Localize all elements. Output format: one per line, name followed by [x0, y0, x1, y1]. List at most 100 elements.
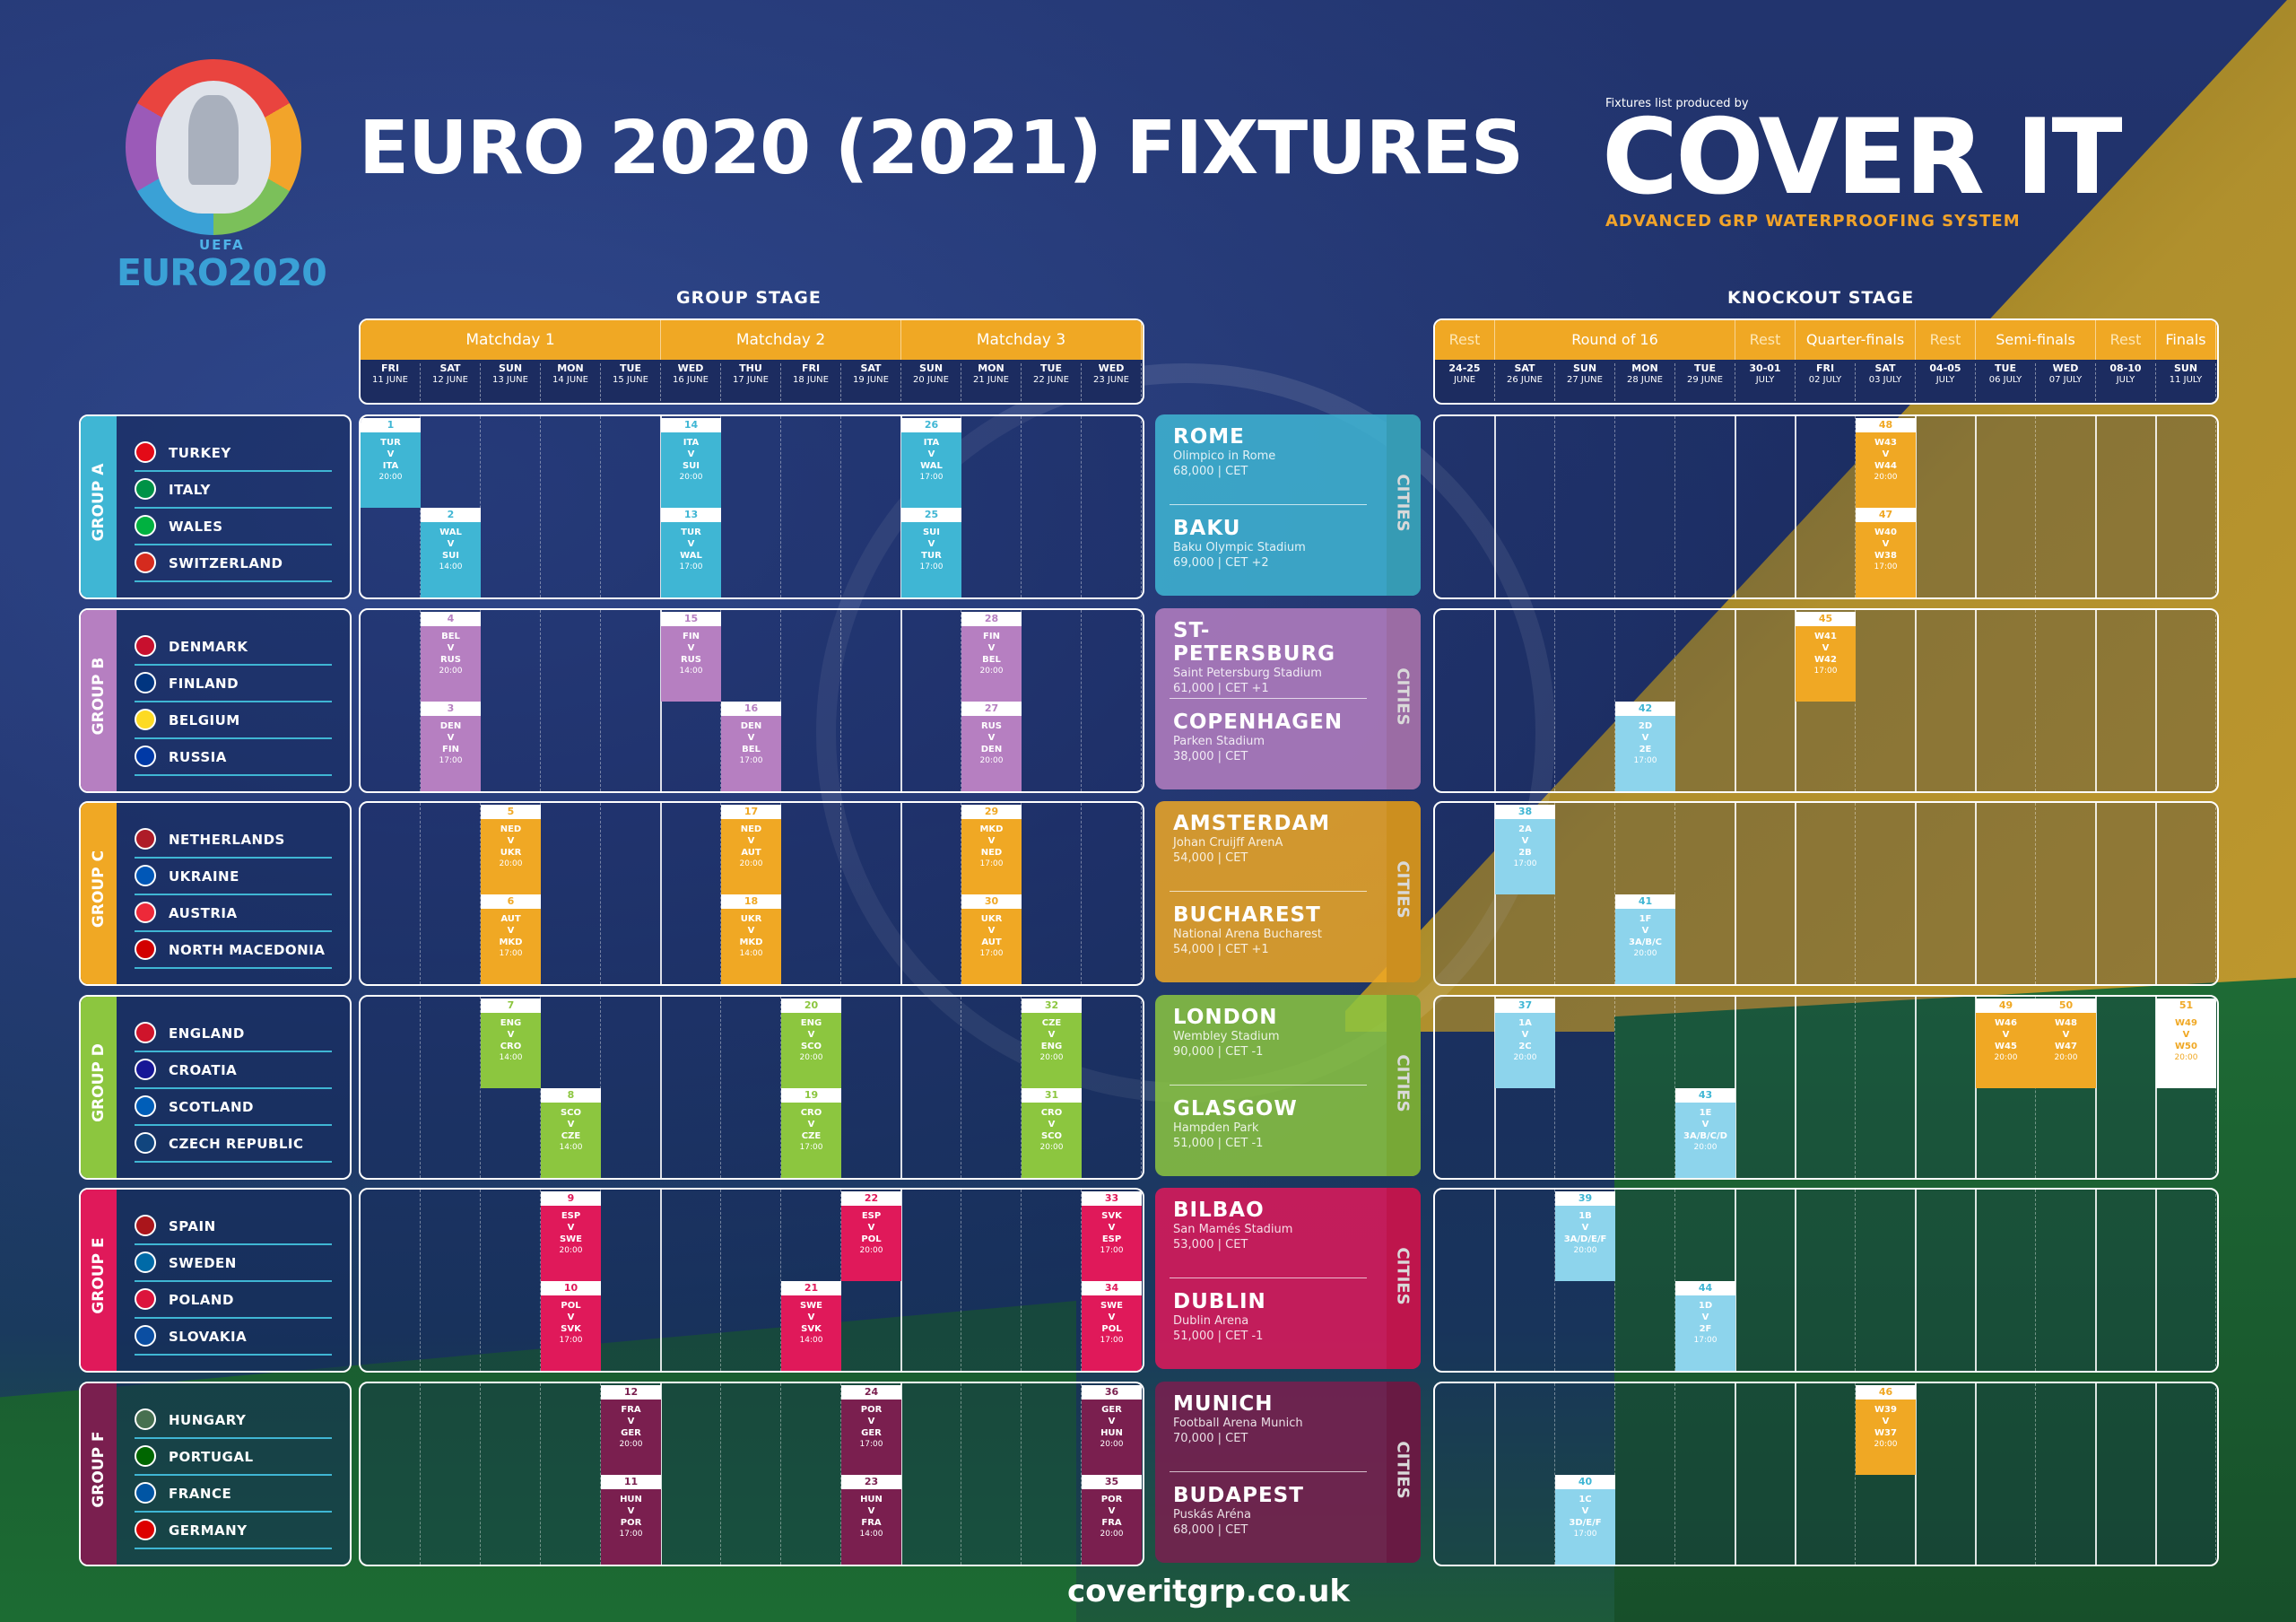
match-card[interactable]: 32 CZE V ENG 20:00	[1022, 998, 1082, 1088]
team-b: WAL	[920, 461, 943, 471]
match-card[interactable]: 19 CRO V CZE 17:00	[781, 1088, 841, 1178]
day-name: MON	[978, 362, 1004, 374]
match-card[interactable]: 31 CRO V SCO 20:00	[1022, 1088, 1082, 1178]
match-card[interactable]: 35 POR V FRA 20:00	[1082, 1475, 1142, 1565]
match-card[interactable]: 40 1C V 3D/E/F 17:00	[1555, 1475, 1615, 1565]
grid-column	[2096, 997, 2157, 1178]
kickoff-time: 20:00	[799, 1053, 823, 1062]
kickoff-time: 20:00	[1874, 1440, 1898, 1449]
flag-icon	[135, 635, 156, 657]
match-card[interactable]: 39 1B V 3A/D/E/F 20:00	[1555, 1191, 1615, 1281]
grid-column	[1796, 1383, 1856, 1565]
match-card[interactable]: 46 W39 V W37 20:00	[1856, 1385, 1916, 1475]
round-label: Rest	[1735, 320, 1796, 360]
match-card[interactable]: 33 SVK V ESP 17:00	[1082, 1191, 1142, 1281]
day-label: SAT 26 JUNE	[1495, 362, 1555, 401]
match-card[interactable]: 50 W48 V W47 20:00	[2036, 998, 2096, 1088]
day-name: FRI	[380, 362, 400, 374]
match-card[interactable]: 1 TUR V ITA 20:00	[361, 418, 421, 508]
match-body: NED V UKR 20:00	[481, 819, 541, 894]
match-card[interactable]: 8 SCO V CZE 14:00	[541, 1088, 601, 1178]
match-card[interactable]: 20 ENG V SCO 20:00	[781, 998, 841, 1088]
match-card[interactable]: 15 FIN V RUS 14:00	[661, 612, 721, 702]
team-a: CRO	[1040, 1108, 1063, 1118]
versus: V	[687, 539, 695, 549]
day-label: SAT 03 JULY	[1856, 362, 1916, 401]
match-number: 5	[481, 805, 541, 819]
sponsor-logo: COVER IT	[1602, 97, 2123, 218]
match-card[interactable]: 48 W43 V W44 20:00	[1856, 418, 1916, 508]
match-card[interactable]: 42 2D V 2E 17:00	[1615, 702, 1675, 791]
match-card[interactable]: 49 W46 V W45 20:00	[1976, 998, 2036, 1088]
team-a: W48	[2055, 1018, 2077, 1028]
group-panel: GROUP B DENMARK FINLAND BELGIUM RUSSIA	[79, 608, 352, 793]
match-card[interactable]: 44 1D V 2F 17:00	[1675, 1281, 1735, 1371]
day-date: 18 JUNE	[793, 374, 829, 385]
kickoff-time: 20:00	[859, 1246, 883, 1255]
match-body: SWE V POL 17:00	[1082, 1295, 1142, 1371]
match-card[interactable]: 16 DEN V BEL 17:00	[721, 702, 781, 791]
match-card[interactable]: 11 HUN V POR 17:00	[601, 1475, 661, 1565]
day-date: 11 JULY	[2169, 374, 2203, 385]
team-a: GER	[1101, 1405, 1122, 1415]
match-card[interactable]: 37 1A V 2C 20:00	[1495, 998, 1555, 1088]
match-card[interactable]: 47 W40 V W38 17:00	[1856, 508, 1916, 597]
match-card[interactable]: 18 UKR V MKD 14:00	[721, 894, 781, 984]
grid-column	[1082, 610, 1142, 791]
match-card[interactable]: 28 FIN V BEL 20:00	[961, 612, 1022, 702]
match-card[interactable]: 17 NED V AUT 20:00	[721, 805, 781, 894]
match-card[interactable]: 26 ITA V WAL 17:00	[901, 418, 961, 508]
team-b: W37	[1874, 1428, 1897, 1438]
team-a: ENG	[800, 1018, 822, 1028]
match-card[interactable]: 4 BEL V RUS 20:00	[421, 612, 481, 702]
match-card[interactable]: 10 POL V SVK 17:00	[541, 1281, 601, 1371]
match-card[interactable]: 13 TUR V WAL 17:00	[661, 508, 721, 597]
day-label: 04-05 JULY	[1916, 362, 1976, 401]
team-b: W50	[2175, 1042, 2197, 1051]
team-b: RUS	[680, 655, 702, 665]
team-b: ESP	[1101, 1234, 1122, 1244]
match-card[interactable]: 9 ESP V SWE 20:00	[541, 1191, 601, 1281]
group-panel: GROUP E SPAIN SWEDEN POLAND SLOVAKIA	[79, 1188, 352, 1373]
match-card[interactable]: 3 DEN V FIN 17:00	[421, 702, 481, 791]
cities-label: CITIES	[1393, 1054, 1413, 1112]
match-card[interactable]: 43 1E V 3A/B/C/D 20:00	[1675, 1088, 1735, 1178]
team-a: ESP	[861, 1211, 882, 1221]
day-date: 15 JUNE	[613, 374, 648, 385]
match-card[interactable]: 25 SUI V TUR 17:00	[901, 508, 961, 597]
grid-column	[2096, 416, 2157, 597]
group-name: GROUP E	[90, 1237, 108, 1314]
city-name: DUBLIN	[1173, 1290, 1266, 1313]
versus: V	[387, 449, 395, 459]
team-a: NED	[740, 824, 762, 834]
grid-column	[361, 610, 421, 791]
versus: V	[567, 1223, 575, 1233]
match-card[interactable]: 38 2A V 2B 17:00	[1495, 805, 1555, 894]
grid-column	[1615, 416, 1675, 597]
day-name: FRI	[801, 362, 821, 374]
match-body: POR V GER 17:00	[841, 1400, 901, 1475]
match-card[interactable]: 21 SWE V SVK 14:00	[781, 1281, 841, 1371]
footer-website[interactable]: coveritgrp.co.uk	[1067, 1574, 1351, 1609]
match-card[interactable]: 30 UKR V AUT 17:00	[961, 894, 1022, 984]
match-card[interactable]: 14 ITA V SUI 20:00	[661, 418, 721, 508]
match-card[interactable]: 45 W41 V W42 17:00	[1796, 612, 1856, 702]
match-card[interactable]: 29 MKD V NED 17:00	[961, 805, 1022, 894]
versus: V	[747, 836, 755, 846]
match-card[interactable]: 36 GER V HUN 20:00	[1082, 1385, 1142, 1475]
match-card[interactable]: 34 SWE V POL 17:00	[1082, 1281, 1142, 1371]
match-card[interactable]: 24 POR V GER 17:00	[841, 1385, 901, 1475]
match-card[interactable]: 22 ESP V POL 20:00	[841, 1191, 901, 1281]
cities-label: CITIES	[1393, 860, 1413, 919]
match-body: SWE V SVK 14:00	[781, 1295, 841, 1371]
match-card[interactable]: 27 RUS V DEN 20:00	[961, 702, 1022, 791]
match-card[interactable]: 6 AUT V MKD 17:00	[481, 894, 541, 984]
match-card[interactable]: 2 WAL V SUI 14:00	[421, 508, 481, 597]
euro2020-logo: UEFA EURO2020	[117, 59, 341, 301]
match-card[interactable]: 41 1F V 3A/B/C 20:00	[1615, 894, 1675, 984]
match-card[interactable]: 5 NED V UKR 20:00	[481, 805, 541, 894]
match-card[interactable]: 51 W49 V W50 20:00	[2156, 998, 2216, 1088]
match-card[interactable]: 7 ENG V CRO 14:00	[481, 998, 541, 1088]
match-card[interactable]: 23 HUN V FRA 14:00	[841, 1475, 901, 1565]
match-card[interactable]: 12 FRA V GER 20:00	[601, 1385, 661, 1475]
